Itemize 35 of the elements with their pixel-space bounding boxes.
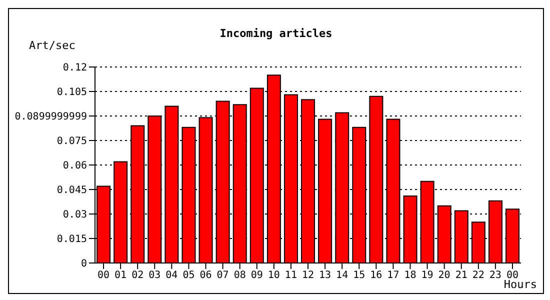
x-tick-label: 18 <box>404 270 416 282</box>
y-tick-label: 0.12 <box>62 62 87 74</box>
y-tick-label: 0 <box>80 258 87 270</box>
x-tick-label: 08 <box>234 270 246 282</box>
y-tick-label: 0.0899999999 <box>14 112 87 123</box>
x-tick-label: 13 <box>319 270 332 282</box>
x-tick-label: 21 <box>455 270 468 282</box>
x-tick-label: 20 <box>438 270 450 282</box>
y-tick-label: 0.105 <box>56 87 87 98</box>
x-tick-label: 19 <box>421 270 434 282</box>
x-tick-label: 16 <box>370 270 382 282</box>
x-tick-label: 23 <box>489 270 502 282</box>
x-tick-label: 17 <box>387 270 400 282</box>
chart-title: Incoming articles <box>218 27 334 40</box>
x-tick-label: 10 <box>268 270 280 282</box>
x-tick-label: 12 <box>302 270 314 282</box>
x-tick-label: 02 <box>132 270 144 282</box>
x-tick-label: 04 <box>166 270 178 282</box>
x-tick-label: 00 <box>97 270 110 282</box>
x-tick-label: 07 <box>216 270 229 282</box>
x-tick-label: 03 <box>148 270 161 282</box>
y-tick-label: 0.06 <box>62 160 87 172</box>
x-tick-label: 14 <box>336 270 348 282</box>
x-tick-label: 15 <box>353 270 366 282</box>
x-tick-label: 01 <box>114 270 127 282</box>
x-tick-label: 11 <box>284 270 297 282</box>
y-tick-label: 0.045 <box>56 185 87 196</box>
y-tick-label: 0.075 <box>56 136 87 148</box>
x-tick-label: 06 <box>200 270 212 282</box>
y-tick-label: 0.015 <box>56 234 87 246</box>
y-axis-title: Art/sec <box>29 39 76 52</box>
x-tick-label: 09 <box>250 270 263 282</box>
x-tick-label: 22 <box>472 270 484 282</box>
y-tick-label: 0.03 <box>62 210 87 221</box>
x-tick-label: 05 <box>182 270 195 282</box>
